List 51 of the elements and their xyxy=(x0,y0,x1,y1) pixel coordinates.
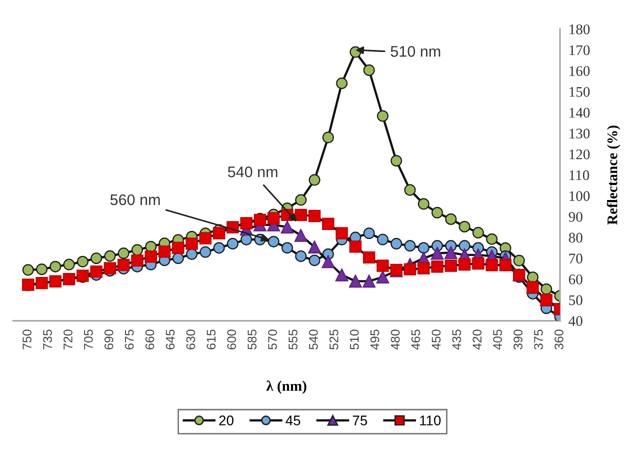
annotation: 560 nm xyxy=(110,194,160,206)
y-tick-label: 130 xyxy=(570,128,590,138)
y-axis-title: Reflectance (%) xyxy=(606,126,620,225)
x-tick-label: 390 xyxy=(514,330,522,350)
x-tick-label: 750 xyxy=(22,330,32,350)
x-axis-title: λ (nm) xyxy=(266,380,306,394)
y-tick-label: 110 xyxy=(570,170,590,180)
x-tick-label: 690 xyxy=(104,330,114,350)
annotation: 540 nm xyxy=(228,166,278,178)
x-tick-label: 630 xyxy=(186,330,196,350)
legend-label: 110 xyxy=(420,416,441,426)
x-tick-label: 450 xyxy=(432,330,441,350)
x-tick-label: 465 xyxy=(411,330,420,350)
y-tick-label: 180 xyxy=(570,24,590,34)
x-tick-label: 585 xyxy=(248,330,257,350)
x-tick-label: 600 xyxy=(227,330,236,350)
x-tick-label: 510 xyxy=(350,330,359,350)
x-tick-label: 405 xyxy=(493,330,502,350)
x-tick-label: 645 xyxy=(166,330,175,350)
x-tick-label: 615 xyxy=(206,330,216,350)
x-tick-label: 435 xyxy=(452,330,462,350)
y-tick-label: 60 xyxy=(568,274,582,284)
x-tick-label: 495 xyxy=(370,330,380,350)
x-tick-label: 555 xyxy=(288,330,298,350)
legend-label: 20 xyxy=(219,416,234,426)
x-tick-label: 360 xyxy=(554,330,564,350)
y-tick-label: 80 xyxy=(568,232,582,243)
y-tick-label: 150 xyxy=(570,86,590,97)
y-tick-label: 160 xyxy=(570,66,590,76)
legend-label: 75 xyxy=(352,416,368,426)
x-tick-label: 420 xyxy=(472,330,482,350)
legend-label: 45 xyxy=(286,416,300,426)
x-tick-label: 705 xyxy=(84,330,93,350)
y-tick-label: 170 xyxy=(570,45,590,56)
x-tick-label: 720 xyxy=(64,330,72,350)
x-tick-label: 480 xyxy=(390,330,400,350)
x-tick-label: 540 xyxy=(309,330,318,350)
y-tick-label: 120 xyxy=(570,149,590,160)
y-tick-label: 90 xyxy=(568,212,582,222)
x-tick-label: 570 xyxy=(268,330,277,350)
x-tick-label: 525 xyxy=(329,330,338,350)
y-tick-label: 140 xyxy=(570,108,590,118)
x-tick-label: 675 xyxy=(124,330,134,350)
y-tick-label: 40 xyxy=(568,316,582,326)
y-tick-label: 100 xyxy=(570,191,590,201)
x-tick-label: 735 xyxy=(43,330,52,350)
annotation: 510 nm xyxy=(390,46,440,57)
y-tick-label: 70 xyxy=(569,254,582,264)
x-tick-label: 375 xyxy=(534,330,543,350)
x-tick-label: 660 xyxy=(145,330,154,350)
y-tick-label: 50 xyxy=(569,295,582,306)
